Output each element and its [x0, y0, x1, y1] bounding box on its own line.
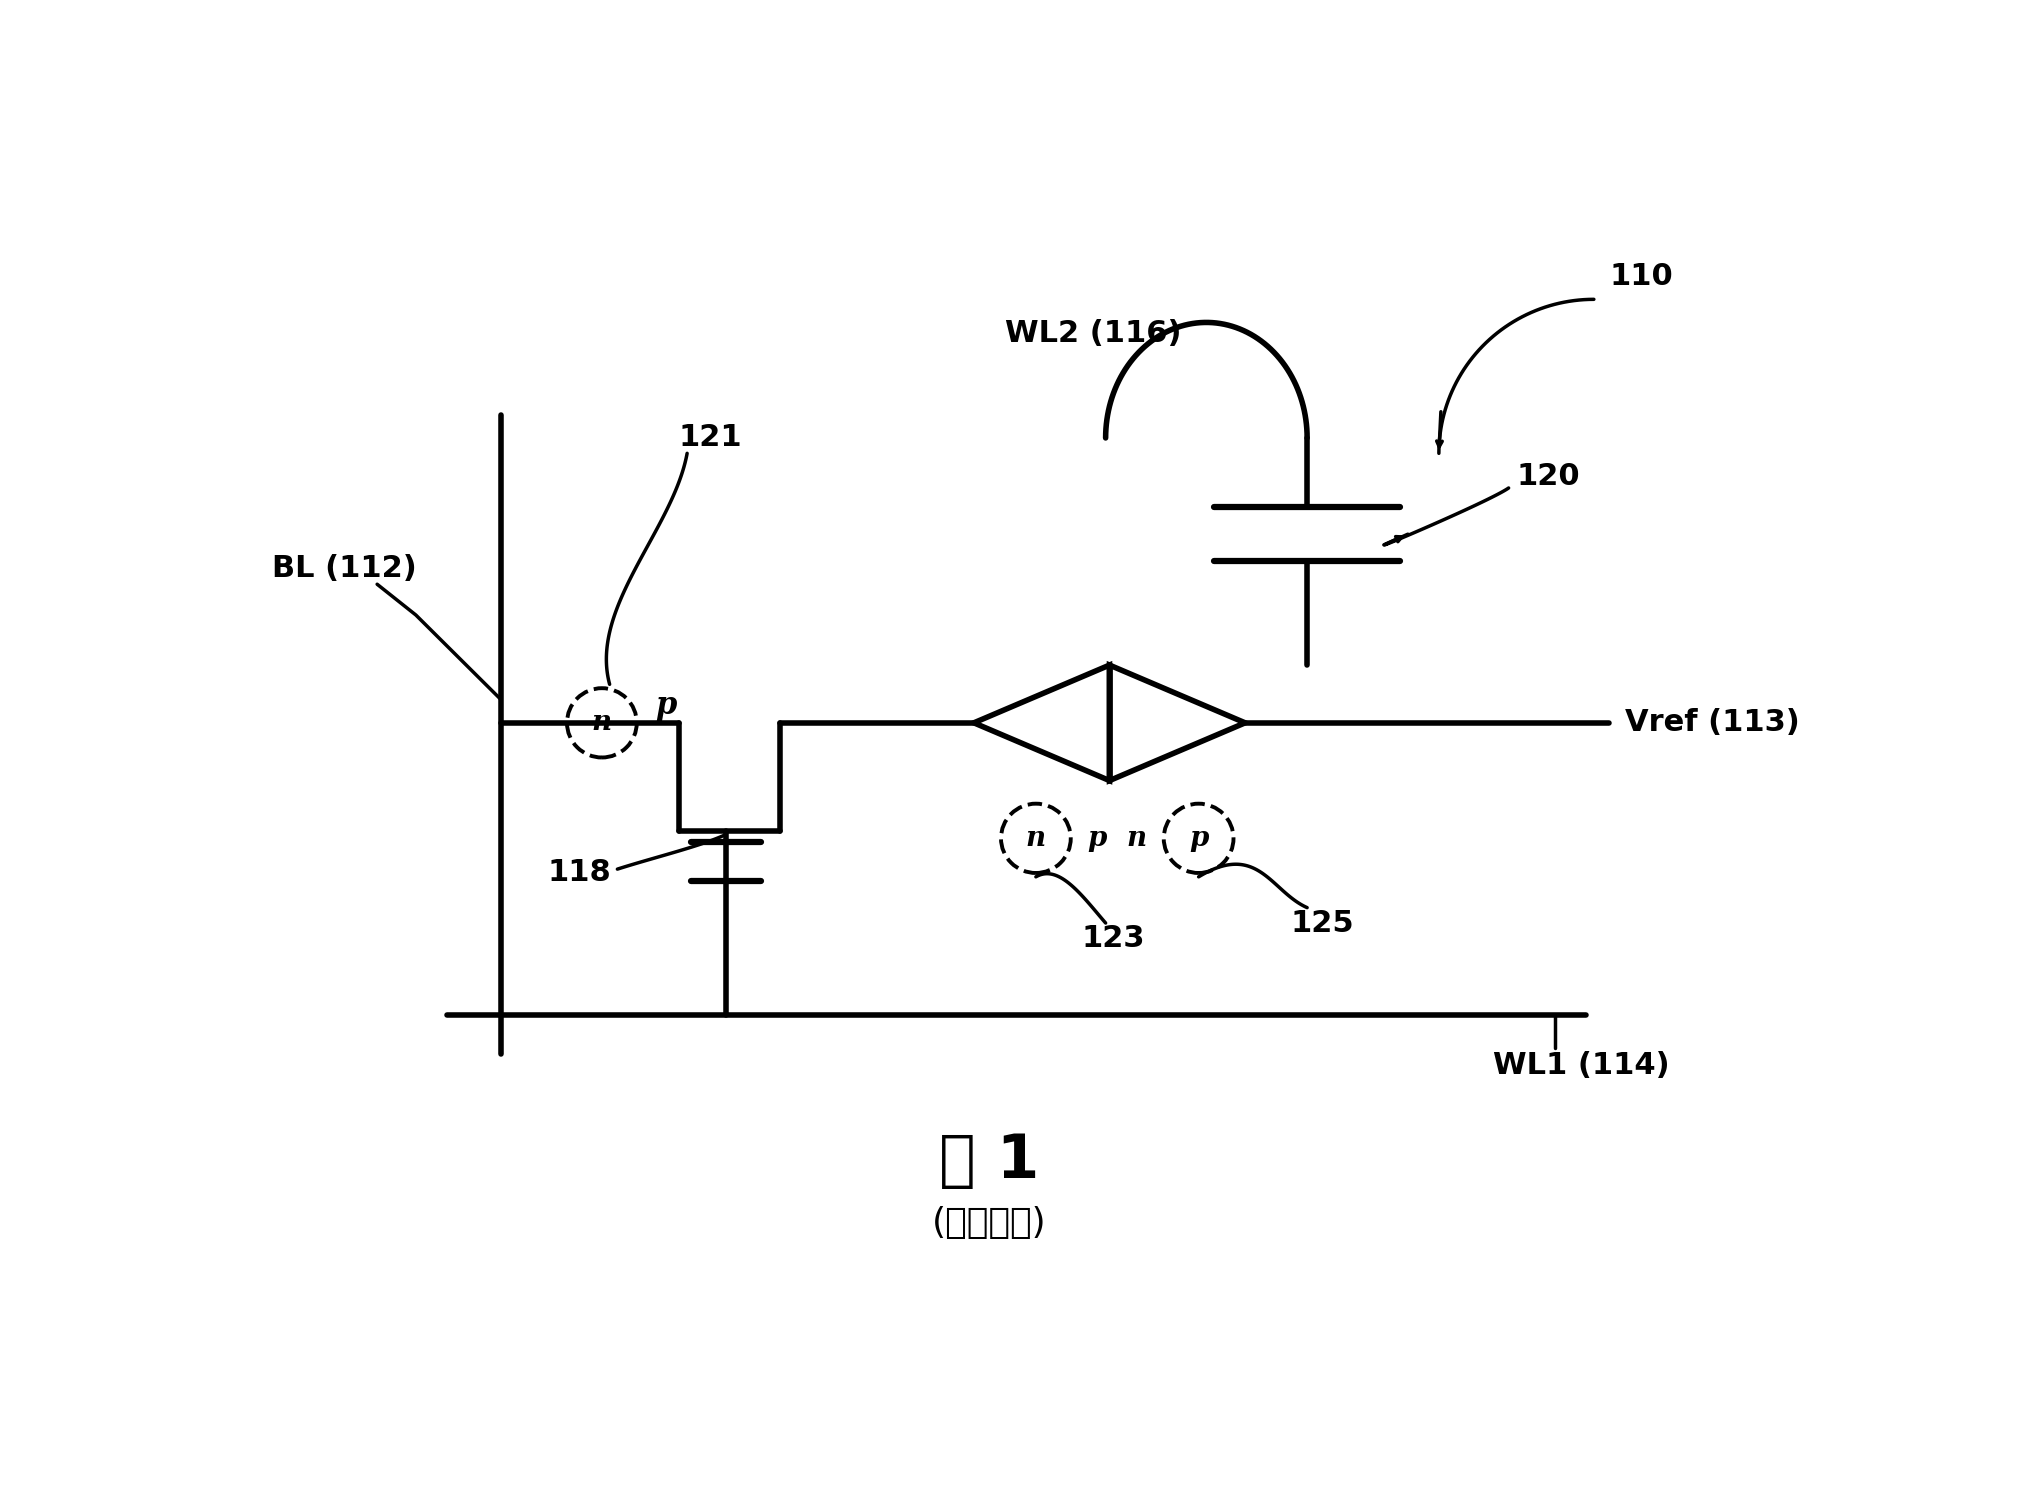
- Text: 121: 121: [678, 424, 743, 452]
- Text: WL2 (116): WL2 (116): [1004, 320, 1181, 348]
- Text: Vref (113): Vref (113): [1624, 708, 1800, 738]
- Text: 110: 110: [1610, 262, 1673, 291]
- Text: 125: 125: [1290, 909, 1355, 937]
- Text: n: n: [1027, 825, 1047, 852]
- Text: 图 1: 图 1: [940, 1132, 1039, 1191]
- Text: n: n: [1126, 825, 1146, 852]
- Text: p: p: [656, 690, 676, 721]
- Text: n: n: [591, 709, 612, 736]
- Text: 120: 120: [1517, 462, 1580, 491]
- Text: p: p: [1087, 825, 1108, 852]
- Text: BL (112): BL (112): [273, 555, 417, 583]
- Text: (现有技术): (现有技术): [932, 1206, 1047, 1240]
- Text: 123: 123: [1081, 923, 1144, 953]
- Text: 118: 118: [547, 858, 612, 888]
- Text: p: p: [1189, 825, 1209, 852]
- Text: WL1 (114): WL1 (114): [1492, 1051, 1671, 1080]
